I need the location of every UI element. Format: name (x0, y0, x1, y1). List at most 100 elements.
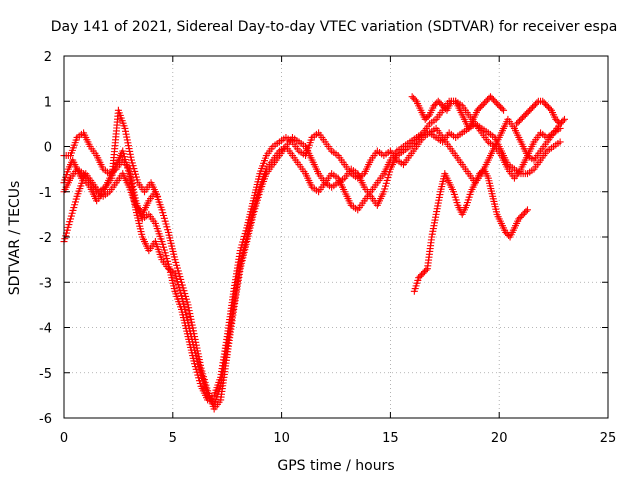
y-tick-label: -6 (39, 412, 52, 427)
data-point (475, 105, 483, 113)
data-point (411, 96, 419, 104)
data-point (420, 268, 428, 276)
data-point (540, 99, 548, 107)
data-point (503, 230, 511, 238)
data-point (552, 115, 560, 123)
data-point (491, 97, 499, 105)
data-point (495, 102, 503, 110)
data-point (440, 103, 448, 111)
x-axis-label: GPS time / hours (277, 458, 394, 474)
data-point (80, 171, 88, 179)
data-point (418, 271, 426, 279)
data-point (527, 105, 535, 113)
data-point (424, 112, 432, 120)
data-point (410, 94, 418, 102)
data-point (517, 115, 525, 123)
data-point (542, 100, 550, 108)
series-track-3 (60, 115, 564, 408)
data-point (559, 117, 567, 125)
grid (64, 56, 608, 418)
data-point (560, 115, 568, 123)
axis-ticks: 0 5 10 15 20 25 -6 -5 -4 -3 -2 -1 0 1 2 (39, 50, 616, 446)
data-point (415, 274, 423, 282)
x-tick-label: 5 (169, 431, 177, 446)
x-tick-label: 25 (600, 431, 617, 446)
data-point (436, 99, 444, 107)
data-point (478, 102, 486, 110)
data-point (494, 100, 502, 108)
y-axis-label: SDTVAR / TECUs (7, 181, 23, 296)
data-point (521, 209, 529, 217)
data-point (513, 120, 521, 128)
data-point (522, 207, 530, 215)
data-point (77, 174, 85, 182)
y-tick-label: 1 (44, 95, 52, 110)
data-point (476, 170, 484, 178)
data-point (489, 96, 497, 104)
x-tick-label: 15 (382, 431, 399, 446)
data-point (416, 272, 424, 280)
data-point (539, 97, 547, 105)
data-point (479, 100, 487, 108)
data-point (519, 210, 527, 218)
y-tick-label: -5 (39, 367, 52, 382)
data-point (526, 106, 534, 114)
data-point (498, 105, 506, 113)
data-point (408, 93, 416, 101)
data-point (514, 118, 522, 126)
data-point (482, 97, 490, 105)
y-tick-label: -4 (39, 322, 52, 337)
data-point (473, 106, 481, 114)
data-point (558, 118, 566, 126)
data-point (529, 103, 537, 111)
series-track-7 (513, 97, 568, 128)
series-track-4 (60, 106, 162, 200)
y-tick-label: 0 (44, 141, 52, 156)
series-track-6 (408, 93, 508, 132)
data-point (556, 120, 564, 128)
data-points (60, 93, 568, 413)
data-point (518, 212, 526, 220)
data-point (523, 206, 531, 214)
data-point (530, 102, 538, 110)
data-point (531, 100, 539, 108)
data-point (488, 94, 496, 102)
data-point (533, 99, 541, 107)
y-tick-label: -3 (39, 276, 52, 291)
data-point (477, 168, 485, 176)
y-tick-label: -2 (39, 231, 52, 246)
data-point (516, 213, 524, 221)
data-point (546, 105, 554, 113)
data-point (422, 266, 430, 274)
data-point (434, 97, 442, 105)
data-point (500, 106, 508, 114)
data-point (419, 269, 427, 277)
data-point (430, 102, 438, 110)
data-point (421, 115, 429, 123)
series-track-5 (410, 165, 531, 295)
data-point (481, 99, 489, 107)
data-point (515, 215, 523, 223)
data-point (543, 102, 551, 110)
data-point (520, 112, 528, 120)
x-tick-label: 20 (491, 431, 508, 446)
x-tick-label: 0 (60, 431, 68, 446)
data-point (154, 192, 162, 200)
data-point (518, 114, 526, 122)
data-point (476, 103, 484, 111)
y-tick-label: 2 (44, 50, 52, 65)
data-point (497, 103, 505, 111)
chart-title: Day 141 of 2021, Sidereal Day-to-day VTE… (51, 19, 618, 35)
data-point (524, 108, 532, 116)
data-point (523, 109, 531, 117)
data-point (486, 93, 494, 101)
data-point (492, 99, 500, 107)
data-point (423, 114, 431, 122)
data-point (545, 103, 553, 111)
data-point (439, 102, 447, 110)
y-tick-label: -1 (39, 186, 52, 201)
x-tick-label: 10 (273, 431, 290, 446)
data-point (437, 100, 445, 108)
data-point (502, 228, 510, 236)
